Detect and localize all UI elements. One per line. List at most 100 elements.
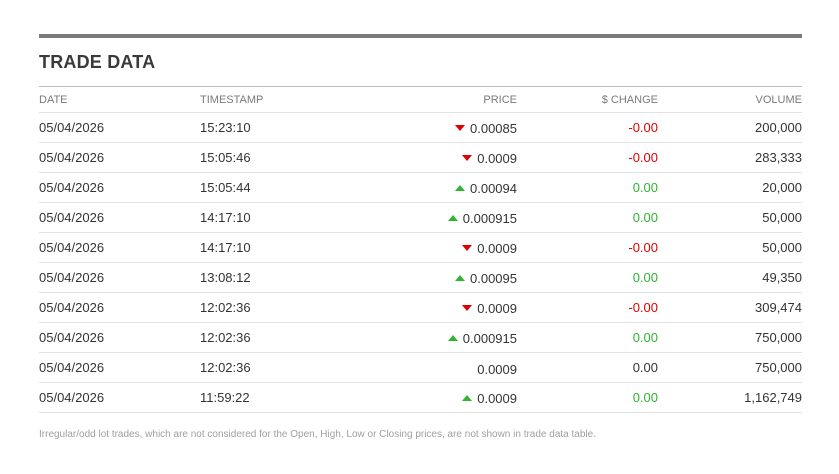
price-up-arrow-icon — [447, 335, 458, 342]
top-divider — [39, 34, 802, 38]
cell-price: 0.00085 — [348, 112, 517, 143]
column-header-volume: VOLUME — [658, 87, 802, 113]
cell-volume: 50,000 — [658, 202, 802, 233]
cell-volume: 750,000 — [658, 352, 802, 383]
cell-timestamp: 11:59:22 — [200, 382, 348, 413]
cell-timestamp: 12:02:36 — [200, 352, 348, 383]
price-value: 0.0009 — [477, 150, 517, 166]
cell-timestamp: 15:05:46 — [200, 142, 348, 173]
price-wrap: 0.00095 — [455, 271, 517, 286]
cell-date: 05/04/2026 — [39, 292, 200, 323]
table-header: DATE TIMESTAMP PRICE $ CHANGE VOLUME — [39, 87, 802, 113]
cell-volume: 49,350 — [658, 262, 802, 293]
cell-change: 0.00 — [517, 352, 658, 383]
price-value: 0.00085 — [470, 120, 517, 136]
price-wrap: 0.00085 — [455, 121, 517, 136]
column-header-timestamp: TIMESTAMP — [200, 87, 348, 113]
cell-change: -0.00 — [517, 142, 658, 173]
cell-volume: 309,474 — [658, 292, 802, 323]
cell-timestamp: 13:08:12 — [200, 262, 348, 293]
cell-change: -0.00 — [517, 292, 658, 323]
cell-date: 05/04/2026 — [39, 112, 200, 143]
price-up-arrow-icon — [455, 185, 465, 192]
cell-change: 0.00 — [517, 322, 658, 353]
cell-change: 0.00 — [517, 202, 658, 233]
table-row: 05/04/2026 12:02:36 0.000915 0.00 750,000 — [39, 322, 802, 353]
cell-price: 0.0009 — [348, 382, 517, 413]
cell-volume: 20,000 — [658, 172, 802, 203]
price-value: 0.000915 — [462, 210, 517, 226]
cell-date: 05/04/2026 — [39, 322, 200, 353]
price-value: 0.00095 — [470, 270, 517, 286]
table-row: 05/04/2026 12:02:36 0.0009 0.00 750,000 — [39, 352, 802, 383]
price-value: 0.0009 — [477, 300, 517, 316]
cell-price: 0.0009 — [348, 352, 517, 383]
cell-timestamp: 15:05:44 — [200, 172, 348, 203]
cell-price: 0.00095 — [348, 262, 517, 293]
table-row: 05/04/2026 11:59:22 0.0009 0.00 1,162,749 — [39, 382, 802, 413]
cell-volume: 283,333 — [658, 142, 802, 173]
cell-price: 0.000915 — [348, 202, 517, 233]
table-body: 05/04/2026 15:23:10 0.00085 -0.00 200,000 05/… — [39, 112, 802, 413]
table-row: 05/04/2026 14:17:10 0.0009 -0.00 50,000 — [39, 232, 802, 263]
cell-timestamp: 15:23:10 — [200, 112, 348, 143]
price-value: 0.0009 — [477, 362, 517, 378]
cell-change: 0.00 — [517, 172, 658, 203]
table-row: 05/04/2026 15:23:10 0.00085 -0.00 200,000 — [39, 112, 802, 143]
cell-price: 0.00094 — [348, 172, 517, 203]
cell-date: 05/04/2026 — [39, 202, 200, 233]
trade-data-table: DATE TIMESTAMP PRICE $ CHANGE VOLUME 05/… — [39, 87, 802, 413]
price-value: 0.00094 — [470, 180, 517, 196]
column-header-change: $ CHANGE — [517, 87, 658, 113]
table-row: 05/04/2026 13:08:12 0.00095 0.00 49,350 — [39, 262, 802, 293]
price-down-arrow-icon — [462, 155, 473, 162]
cell-volume: 50,000 — [658, 232, 802, 263]
price-wrap: 0.000915 — [447, 210, 517, 226]
price-wrap: 0.0009 — [462, 151, 517, 166]
cell-change: -0.00 — [517, 112, 658, 143]
price-wrap: 0.0009 — [462, 301, 517, 316]
cell-date: 05/04/2026 — [39, 352, 200, 383]
cell-price: 0.0009 — [348, 292, 517, 323]
cell-timestamp: 14:17:10 — [200, 202, 348, 233]
price-value: 0.000915 — [462, 330, 517, 346]
cell-date: 05/04/2026 — [39, 262, 200, 293]
table-row: 05/04/2026 12:02:36 0.0009 -0.00 309,474 — [39, 292, 802, 323]
cell-change: 0.00 — [517, 382, 658, 413]
table-row: 05/04/2026 15:05:44 0.00094 0.00 20,000 — [39, 172, 802, 203]
cell-price: 0.0009 — [348, 142, 517, 173]
price-wrap: 0.0009 — [462, 241, 517, 256]
price-value: 0.0009 — [477, 240, 517, 256]
column-header-date: DATE — [39, 87, 200, 113]
cell-change: -0.00 — [517, 232, 658, 263]
price-wrap: 0.0009 — [462, 391, 517, 406]
table-row: 05/04/2026 15:05:46 0.0009 -0.00 283,333 — [39, 142, 802, 173]
trade-data-panel: TRADE DATA DATE TIMESTAMP PRICE $ CHANGE… — [39, 34, 802, 440]
cell-price: 0.0009 — [348, 232, 517, 263]
price-up-arrow-icon — [462, 395, 473, 402]
cell-volume: 200,000 — [658, 112, 802, 143]
cell-change: 0.00 — [517, 262, 658, 293]
cell-date: 05/04/2026 — [39, 382, 200, 413]
cell-volume: 1,162,749 — [658, 382, 802, 413]
cell-timestamp: 12:02:36 — [200, 292, 348, 323]
cell-volume: 750,000 — [658, 322, 802, 353]
cell-date: 05/04/2026 — [39, 142, 200, 173]
cell-price: 0.000915 — [348, 322, 517, 353]
price-wrap: 0.00094 — [455, 181, 517, 196]
price-down-arrow-icon — [462, 305, 473, 312]
price-up-arrow-icon — [447, 215, 458, 222]
footnote: Irregular/odd lot trades, which are not … — [39, 429, 596, 440]
price-down-arrow-icon — [462, 245, 473, 252]
section-title: TRADE DATA — [39, 38, 802, 87]
price-wrap: 0.000915 — [447, 330, 517, 346]
price-down-arrow-icon — [455, 125, 465, 132]
cell-timestamp: 14:17:10 — [200, 232, 348, 263]
cell-date: 05/04/2026 — [39, 172, 200, 203]
price-up-arrow-icon — [455, 275, 465, 282]
table-header-row: DATE TIMESTAMP PRICE $ CHANGE VOLUME — [39, 87, 802, 113]
price-value: 0.0009 — [477, 390, 517, 406]
price-wrap: 0.0009 — [477, 362, 517, 377]
cell-timestamp: 12:02:36 — [200, 322, 348, 353]
table-row: 05/04/2026 14:17:10 0.000915 0.00 50,000 — [39, 202, 802, 233]
